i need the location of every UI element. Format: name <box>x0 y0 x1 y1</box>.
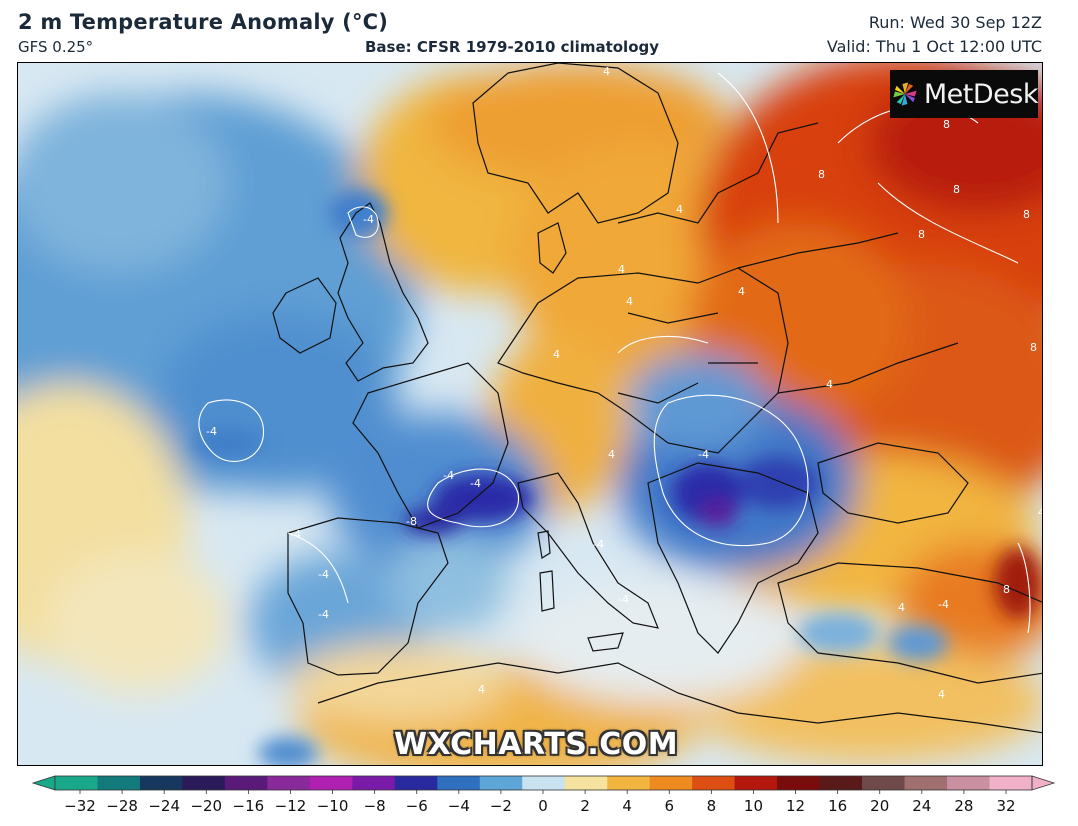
contour-label: -4 <box>206 425 217 438</box>
colorbar-segment <box>394 776 438 790</box>
map-canvas: -4 -4 -4 -4 -8 -4 -4 -4 -4 4 4 4 4 4 4 8… <box>18 63 1043 765</box>
contour-label: 8 <box>1003 583 1010 596</box>
colorbar-tick-label: −16 <box>233 797 265 815</box>
colorbar-arrow-max <box>1031 775 1056 791</box>
contour-label: 8 <box>918 228 925 241</box>
contour-label: 8 <box>953 183 960 196</box>
colorbar-segment <box>182 776 226 790</box>
colorbar-segment <box>904 776 948 790</box>
colorbar-segment <box>947 776 991 790</box>
colorbar-tick-label: 6 <box>664 797 674 815</box>
colorbar-segment <box>777 776 821 790</box>
contour-label: 4 <box>1038 506 1043 519</box>
contour-label: -4 <box>443 469 454 482</box>
colorbar-tick-label: −32 <box>64 797 96 815</box>
contour-label: 4 <box>898 601 905 614</box>
colorbar-segment <box>97 776 141 790</box>
colorbar-segment <box>564 776 608 790</box>
colorbar-segments <box>31 775 1056 791</box>
colorbar-tick-label: 24 <box>912 797 931 815</box>
colorbar-segment <box>734 776 778 790</box>
colorbar-tick-label: 2 <box>580 797 590 815</box>
colorbar-segment <box>224 776 268 790</box>
colorbar-tick-label: 4 <box>622 797 632 815</box>
colorbar-tick-label: 10 <box>744 797 763 815</box>
colorbar-tick-label: 28 <box>954 797 973 815</box>
contour-label: 4 <box>626 295 633 308</box>
contour-label: 8 <box>818 168 825 181</box>
contour-label: -4 <box>363 213 374 226</box>
colorbar-tick-label: −28 <box>106 797 138 815</box>
colorbar-tick-label: 8 <box>707 797 717 815</box>
contour-label: 8 <box>943 118 950 131</box>
colorbar-segment <box>267 776 311 790</box>
contour-label: -4 <box>470 477 481 490</box>
colorbar-segment <box>55 776 98 790</box>
anomaly-map[interactable]: -4 -4 -4 -4 -8 -4 -4 -4 -4 4 4 4 4 4 4 8… <box>17 62 1043 766</box>
colorbar-ticks: −32 −28 −24 −20 −16 −12 −10 −8 −6 −4 −2 0 2 4 6 8 10 12 16… <box>64 790 1016 815</box>
contour-label: 4 <box>826 378 833 391</box>
contour-label: -4 <box>698 448 709 461</box>
contour-label: -4 <box>290 528 301 541</box>
contour-label: 4 <box>553 348 560 361</box>
coastlines <box>272 63 1042 734</box>
colorbar-tick-label: −4 <box>448 797 470 815</box>
contour-label: -4 <box>938 598 949 611</box>
colorbar-tick-label: 0 <box>538 797 548 815</box>
contour-label: 4 <box>603 65 610 78</box>
colorbar-segment <box>692 776 736 790</box>
colorbar-arrow-min <box>31 775 56 791</box>
contour-label: -8 <box>406 515 417 528</box>
colorbar-segment <box>989 776 1033 790</box>
contour-label: -4 <box>318 568 329 581</box>
colorbar-segment <box>352 776 396 790</box>
climatology-base: Base: CFSR 1979-2010 climatology <box>365 38 660 56</box>
contour-label: -4 <box>618 593 629 606</box>
contour-labels: -4 -4 -4 -4 -8 -4 -4 -4 -4 4 4 4 4 4 4 8… <box>206 65 1043 701</box>
contour-label: 4 <box>478 683 485 696</box>
colorbar-segment <box>607 776 651 790</box>
colorbar-tick-label: 16 <box>828 797 847 815</box>
colorbar-tick-label: −10 <box>317 797 349 815</box>
contour-label: -4 <box>593 538 604 551</box>
logo-text: MetDesk <box>923 78 1039 110</box>
contour-label: 4 <box>608 448 615 461</box>
colorbar-segment <box>819 776 863 790</box>
colorbar-segment <box>479 776 523 790</box>
model-label: GFS 0.25° <box>18 38 94 56</box>
colorbar-tick-label: 32 <box>996 797 1015 815</box>
contour-label: 8 <box>1023 208 1030 221</box>
anomaly-field <box>18 63 1042 765</box>
contour-label: 4 <box>618 263 625 276</box>
colorbar-tick-label: −2 <box>490 797 512 815</box>
metdesk-logo: MetDesk <box>890 70 1039 118</box>
colorbar-tick-label: −24 <box>148 797 180 815</box>
colorbar-tick-label: −12 <box>275 797 307 815</box>
colorbar-segment <box>139 776 183 790</box>
pinwheel-icon <box>893 82 917 106</box>
run-time: Run: Wed 30 Sep 12Z <box>868 13 1042 32</box>
anomaly-contours <box>198 72 1031 634</box>
colorbar-tick-label: 20 <box>870 797 889 815</box>
colorbar-segment <box>862 776 906 790</box>
colorbar-tick-label: 12 <box>786 797 805 815</box>
colorbar-segment <box>309 776 353 790</box>
contour-label: 4 <box>938 688 945 701</box>
colorbar-segment <box>437 776 481 790</box>
colorbar-border <box>54 775 1033 791</box>
contour-label: 4 <box>738 285 745 298</box>
contour-label: 8 <box>1030 341 1037 354</box>
colorbar-tick-label: −20 <box>190 797 222 815</box>
colorbar: −32 −28 −24 −20 −16 −12 −10 −8 −6 −4 −2 0 2 4 6 8 10 12 16… <box>31 775 1056 815</box>
colorbar-segment <box>522 776 566 790</box>
colorbar-tick-label: −6 <box>406 797 428 815</box>
header-title: 2 m Temperature Anomaly (°C) <box>18 10 389 34</box>
watermark: WXCHARTS.COM <box>394 727 679 762</box>
colorbar-tick-label: −8 <box>364 797 386 815</box>
colorbar-segment <box>649 776 693 790</box>
valid-time: Valid: Thu 1 Oct 12:00 UTC <box>826 37 1042 56</box>
contour-label: 4 <box>676 203 683 216</box>
contour-label: -4 <box>318 608 329 621</box>
anomaly-cores <box>192 189 1042 765</box>
